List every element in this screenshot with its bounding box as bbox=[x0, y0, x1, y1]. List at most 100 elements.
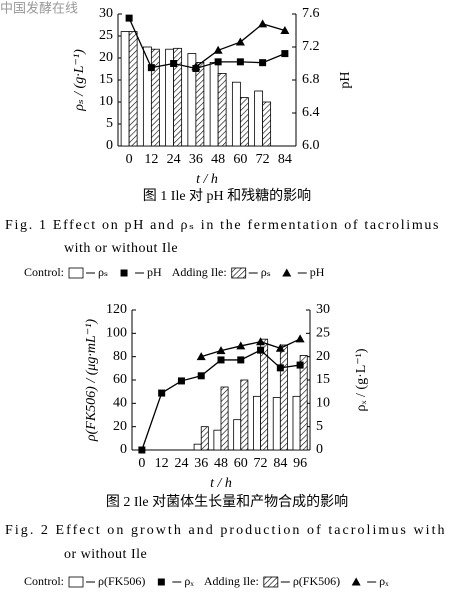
y2-tick-label: 6.8 bbox=[302, 72, 320, 87]
bar bbox=[193, 443, 202, 451]
marker-square bbox=[281, 50, 289, 58]
legend-label: ρ(FK506) bbox=[98, 574, 145, 588]
caption-en: or without Ile bbox=[64, 547, 147, 562]
marker-square bbox=[296, 361, 304, 369]
marker-square bbox=[170, 60, 178, 67]
y-tick-label: 100 bbox=[106, 326, 127, 341]
bar bbox=[260, 338, 269, 451]
x-tick-label: 72 bbox=[254, 456, 268, 471]
x-tick-label: 48 bbox=[211, 152, 225, 167]
bar bbox=[239, 97, 249, 147]
y-tick-label: 5 bbox=[106, 116, 113, 131]
legend-label: ρₛ bbox=[261, 265, 271, 279]
y-axis-label: ρₛ / (g·L⁻¹) bbox=[72, 49, 87, 112]
marker-square bbox=[236, 58, 244, 66]
legend-group: Control: bbox=[24, 574, 64, 588]
y2-tick-label: 15 bbox=[316, 372, 330, 387]
legend-marker bbox=[157, 578, 165, 586]
legend-swatch bbox=[68, 576, 84, 588]
y2-tick-label: 5 bbox=[316, 419, 323, 434]
marker-triangle bbox=[275, 343, 285, 352]
bar bbox=[173, 47, 183, 147]
caption-cn: 图 1 Ile 对 pH 和残糖的影响 bbox=[143, 188, 311, 204]
bar bbox=[299, 355, 308, 451]
marker-square bbox=[214, 58, 222, 66]
marker-triangle bbox=[213, 45, 223, 54]
marker-square bbox=[138, 446, 146, 454]
y2-tick-label: 6.4 bbox=[302, 105, 320, 120]
y2-tick-label: 0 bbox=[316, 442, 323, 457]
legend-swatch bbox=[231, 267, 247, 279]
caption-en: Fig. 1 Effect on pH and ρₛ in the fermen… bbox=[5, 218, 439, 233]
x-axis-label: t / h bbox=[210, 476, 232, 491]
bar bbox=[213, 429, 222, 451]
y2-axis-label: ρₓ / (g·L⁻¹) bbox=[354, 348, 369, 411]
legend-group: Adding Ile: bbox=[172, 265, 227, 279]
x-tick-label: 60 bbox=[233, 152, 247, 167]
y-tick-label: 30 bbox=[99, 6, 113, 21]
bar bbox=[279, 344, 288, 451]
x-axis-label: t / h bbox=[196, 172, 218, 187]
legend-label: ρ(FK506) bbox=[293, 574, 340, 588]
marker-triangle bbox=[258, 19, 268, 28]
bar bbox=[253, 395, 261, 451]
legend-label: ρₓ bbox=[184, 574, 194, 588]
marker-triangle bbox=[235, 37, 245, 46]
bar bbox=[240, 379, 249, 451]
y2-tick-label: 6.0 bbox=[302, 138, 320, 153]
marker-triangle bbox=[236, 341, 246, 350]
caption-cn: 图 2 Ile 对菌体生长量和产物合成的影响 bbox=[106, 494, 348, 510]
x-tick-label: 0 bbox=[138, 456, 145, 471]
legend-marker bbox=[351, 577, 361, 586]
y-axis-label: ρ(FK506) / (μg·mL⁻¹) bbox=[84, 319, 99, 442]
marker-square bbox=[259, 59, 267, 67]
y-tick-label: 40 bbox=[113, 396, 127, 411]
marker-triangle bbox=[256, 337, 266, 346]
bar bbox=[254, 90, 264, 147]
y-tick-label: 60 bbox=[113, 372, 127, 387]
marker-square bbox=[197, 372, 205, 380]
x-tick-label: 60 bbox=[234, 456, 248, 471]
caption-en: Fig. 2 Effect on growth and production o… bbox=[5, 523, 445, 538]
line bbox=[201, 338, 301, 358]
bar bbox=[272, 397, 281, 451]
legend-group: Adding Ile: bbox=[204, 574, 259, 588]
bar bbox=[150, 48, 160, 147]
marker-square bbox=[147, 64, 155, 72]
x-tick-label: 72 bbox=[256, 152, 270, 167]
line bbox=[128, 17, 286, 70]
y2-tick-label: 30 bbox=[316, 302, 330, 317]
y-tick-label: 80 bbox=[113, 349, 127, 364]
legend-swatch bbox=[263, 576, 279, 588]
bar bbox=[142, 46, 152, 147]
x-tick-label: 12 bbox=[144, 152, 158, 167]
y-tick-label: 10 bbox=[99, 94, 113, 109]
marker-square bbox=[158, 389, 166, 397]
y-tick-label: 15 bbox=[99, 72, 113, 87]
bar bbox=[200, 426, 209, 451]
legend-label: ρₛ bbox=[98, 265, 108, 279]
y-tick-label: 0 bbox=[106, 138, 113, 153]
y-tick-label: 25 bbox=[99, 28, 113, 43]
x-tick-label: 24 bbox=[167, 152, 181, 167]
y-tick-label: 0 bbox=[120, 442, 127, 457]
legend-marker bbox=[120, 269, 128, 277]
y2-axis-label: pH bbox=[338, 71, 353, 88]
x-tick-label: 24 bbox=[174, 456, 188, 471]
marker-square bbox=[125, 14, 133, 22]
legend-label: ρₓ bbox=[379, 574, 389, 588]
marker-triangle bbox=[196, 352, 206, 361]
bar bbox=[233, 419, 242, 451]
x-tick-label: 96 bbox=[293, 456, 307, 471]
marker-square bbox=[217, 356, 225, 364]
x-tick-label: 0 bbox=[126, 152, 133, 167]
x-tick-label: 36 bbox=[189, 152, 203, 167]
marker-square bbox=[257, 346, 265, 354]
y2-tick-label: 20 bbox=[316, 349, 330, 364]
marker-triangle bbox=[191, 62, 201, 71]
marker-triangle bbox=[216, 346, 226, 355]
bar bbox=[231, 81, 241, 147]
bar bbox=[262, 101, 272, 147]
x-tick-label: 48 bbox=[214, 456, 228, 471]
